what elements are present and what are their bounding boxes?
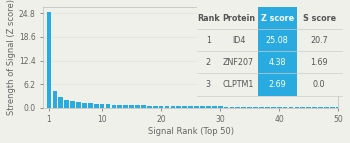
Text: ZNF207: ZNF207 [223, 58, 254, 67]
Bar [70, 101, 75, 108]
Text: Protein: Protein [222, 14, 255, 22]
Bar [271, 107, 276, 108]
Bar [224, 107, 229, 108]
Bar [318, 107, 323, 108]
Text: 1.69: 1.69 [310, 58, 328, 67]
Bar [100, 104, 105, 108]
Bar [188, 106, 193, 108]
Text: CLPTM1: CLPTM1 [223, 80, 254, 89]
Bar [330, 107, 335, 108]
Bar [336, 107, 341, 108]
Text: Z score: Z score [260, 14, 294, 22]
Bar [289, 107, 293, 108]
Bar [118, 105, 122, 108]
Y-axis label: Strength of Signal (Z score): Strength of Signal (Z score) [7, 0, 16, 115]
Bar [283, 107, 287, 108]
Bar [64, 100, 69, 108]
Bar [123, 105, 128, 108]
Bar [47, 12, 51, 108]
Bar [159, 106, 163, 108]
Bar [88, 103, 93, 108]
Bar [200, 106, 205, 108]
Bar [206, 106, 211, 108]
Bar [265, 107, 270, 108]
Text: 3: 3 [206, 80, 211, 89]
Bar [141, 105, 146, 108]
Bar [58, 97, 63, 108]
Text: 4.38: 4.38 [268, 58, 286, 67]
Bar [212, 106, 217, 108]
Text: 0.0: 0.0 [313, 80, 326, 89]
Bar [112, 105, 116, 108]
Text: 20.7: 20.7 [310, 36, 328, 45]
Bar [236, 107, 240, 108]
Bar [76, 102, 81, 108]
Bar [52, 91, 57, 108]
Bar [324, 107, 329, 108]
Bar [306, 107, 311, 108]
Bar [147, 106, 152, 108]
Bar [218, 107, 223, 108]
Text: 2.69: 2.69 [268, 80, 286, 89]
Bar [294, 107, 299, 108]
Text: 25.08: 25.08 [266, 36, 288, 45]
Bar [129, 105, 134, 108]
Bar [165, 106, 169, 108]
Bar [247, 107, 252, 108]
Bar [259, 107, 264, 108]
Bar [241, 107, 246, 108]
Bar [170, 106, 175, 108]
Bar [106, 104, 110, 108]
X-axis label: Signal Rank (Top 50): Signal Rank (Top 50) [148, 127, 234, 136]
Bar [94, 104, 99, 108]
Bar [153, 106, 158, 108]
Bar [277, 107, 281, 108]
Text: S score: S score [303, 14, 336, 22]
Text: Rank: Rank [197, 14, 219, 22]
Bar [182, 106, 187, 108]
Bar [230, 107, 234, 108]
Bar [82, 103, 87, 108]
Text: 1: 1 [206, 36, 211, 45]
Text: 2: 2 [205, 58, 211, 67]
Bar [135, 105, 140, 108]
Bar [176, 106, 181, 108]
Text: ID4: ID4 [232, 36, 245, 45]
Bar [300, 107, 305, 108]
Bar [312, 107, 317, 108]
Bar [253, 107, 258, 108]
Bar [194, 106, 199, 108]
